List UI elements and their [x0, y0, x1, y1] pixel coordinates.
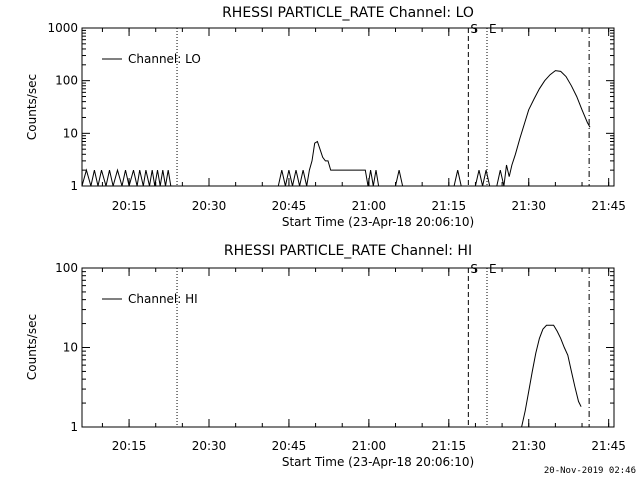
chart-title: RHESSI PARTICLE_RATE Channel: LO	[222, 5, 474, 21]
x-tick-label: 21:45	[591, 199, 626, 213]
series-line	[81, 70, 591, 187]
x-tick-label: 20:45	[272, 199, 307, 213]
x-tick-label: 21:15	[432, 199, 467, 213]
legend-label: Channel: HI	[128, 292, 198, 306]
footer-timestamp: 20-Nov-2019 02:46	[543, 466, 636, 476]
x-tick-label: 20:15	[112, 439, 147, 453]
x-tick-label: 21:00	[352, 439, 387, 453]
chart-panel: RHESSI PARTICLE_RATE Channel: LO 20:15 20:…	[25, 5, 626, 229]
marker-label: S	[470, 262, 478, 276]
x-tick-label: 21:15	[432, 439, 467, 453]
x-tick-label: 20:30	[192, 199, 227, 213]
legend-label: Channel: LO	[128, 52, 201, 66]
x-tick-label: 21:00	[352, 199, 387, 213]
y-tick-label: 1	[70, 179, 78, 193]
y-tick-label: 1000	[47, 21, 78, 35]
marker-label: E	[489, 22, 497, 36]
x-axis-label: Start Time (23-Apr-18 20:06:10)	[282, 455, 474, 469]
marker-label: E	[489, 262, 497, 276]
y-tick-label: 10	[63, 126, 78, 140]
x-tick-label: 21:45	[591, 439, 626, 453]
y-tick-label: 1	[70, 420, 78, 434]
y-tick-label: 100	[55, 74, 78, 88]
y-tick-label: 10	[63, 341, 78, 355]
x-tick-label: 20:30	[192, 439, 227, 453]
chart-panel: RHESSI PARTICLE_RATE Channel: HI 20:15 20:…	[25, 243, 626, 469]
plot-frame	[81, 27, 615, 187]
x-tick-label: 21:30	[511, 199, 546, 213]
legend: Channel: LO	[102, 52, 201, 66]
x-tick-label: 21:30	[511, 439, 546, 453]
y-axis-label: Counts/sec	[25, 74, 39, 140]
y-tick-label: 100	[55, 261, 78, 275]
legend: Channel: HI	[102, 292, 198, 306]
y-axis-label: Counts/sec	[25, 314, 39, 380]
series-line	[521, 324, 582, 428]
x-axis-label: Start Time (23-Apr-18 20:06:10)	[282, 215, 474, 229]
x-tick-label: 20:45	[272, 439, 307, 453]
chart-title: RHESSI PARTICLE_RATE Channel: HI	[224, 243, 472, 259]
x-tick-label: 20:15	[112, 199, 147, 213]
marker-label: S	[470, 22, 478, 36]
